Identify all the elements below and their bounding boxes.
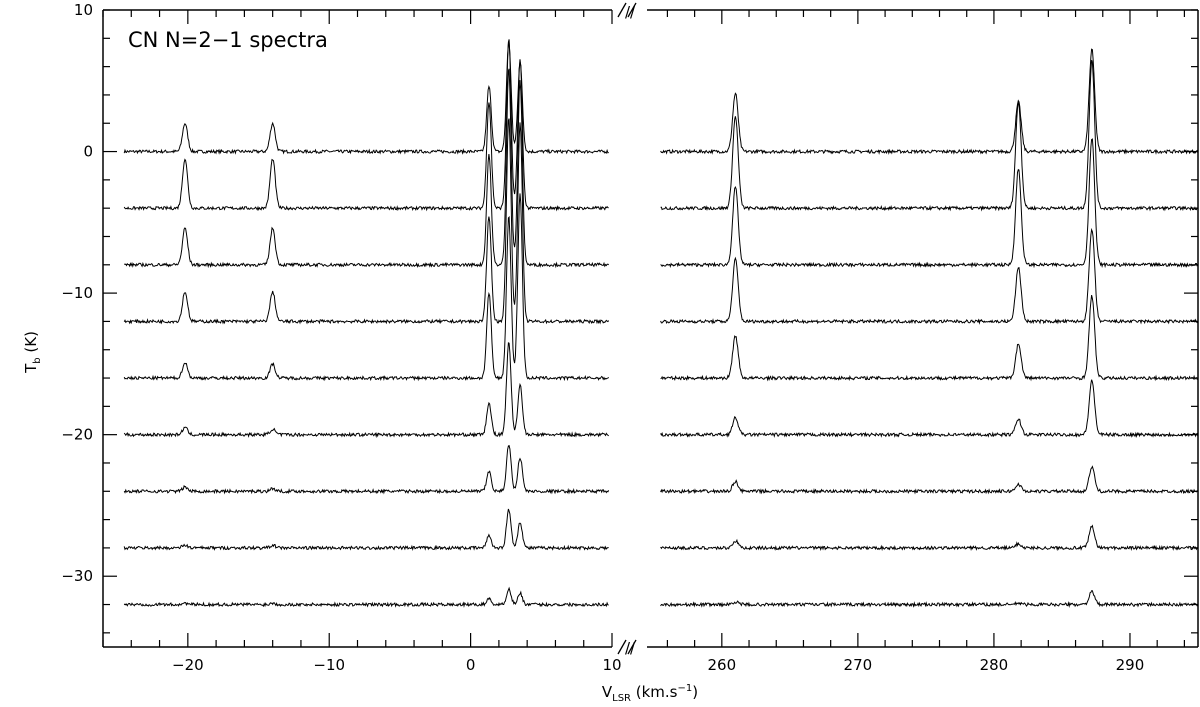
spectrum-trace-1-left xyxy=(123,42,609,155)
axis-break-top: // xyxy=(625,3,636,21)
y-axis-label-sub: b xyxy=(32,357,43,363)
y-tick-label: −20 xyxy=(61,426,93,444)
spectrum-trace-6-left xyxy=(123,342,609,439)
x-tick-label-left: −10 xyxy=(313,656,345,674)
x-axis-label-exp: −1 xyxy=(678,683,693,694)
x-axis-label-unit: (km.s xyxy=(631,683,678,701)
x-tick-label-left: 0 xyxy=(466,656,476,674)
spectrum-trace-5-left xyxy=(123,193,610,382)
tick-labels: 0 −10 −20 −30 10 −20 −10 0 10 260 270 280 290 xyxy=(61,1,1144,674)
y-tick-label: −10 xyxy=(61,284,93,302)
y-tick-label: 0 xyxy=(83,143,93,161)
x-axis-label-close: ) xyxy=(692,683,698,701)
x-tick-label-left: −20 xyxy=(172,656,204,674)
spectrum-trace-4-right xyxy=(660,227,1199,325)
bottom-break-slash-0 xyxy=(617,639,627,655)
y-tick-label: 10 xyxy=(74,1,93,19)
spectrum-trace-3-left xyxy=(123,68,610,269)
x-axis-label-main: V xyxy=(602,683,613,701)
x-tick-label-right: 290 xyxy=(1116,656,1145,674)
spectrum-trace-9-right xyxy=(660,590,1199,608)
spectrum-trace-8-right xyxy=(660,524,1199,552)
x-axis-label-sub: LSR xyxy=(612,693,631,704)
y-axis-label: Tb (K) xyxy=(22,331,43,374)
x-axis-label: VLSR (km.s−1) xyxy=(602,683,698,704)
x-tick-label-right: 260 xyxy=(708,656,737,674)
spectrum-trace-6-right xyxy=(660,379,1199,438)
y-axis-label-unit: (K) xyxy=(22,331,40,357)
y-axis-label-main: T xyxy=(22,363,40,374)
spectrum-trace-7-right xyxy=(660,465,1198,495)
spectrum-trace-4-left xyxy=(123,118,610,325)
x-tick-label-left: 10 xyxy=(602,656,621,674)
top-break-slash-1 xyxy=(627,2,637,18)
spectrum-trace-1-right xyxy=(660,48,1199,155)
spectrum-trace-9-left xyxy=(123,586,609,608)
spectrum-trace-3-right xyxy=(660,138,1199,269)
axis-break-bottom: // xyxy=(625,639,636,657)
bottom-break-slash-1 xyxy=(627,639,637,655)
axis-ticks xyxy=(102,9,1198,647)
spectra-traces xyxy=(123,39,1199,608)
spectrum-trace-2-left xyxy=(123,39,609,212)
chart-title: CN N=2−1 spectra xyxy=(128,28,328,52)
spectrum-trace-2-right xyxy=(660,59,1199,212)
y-tick-label: −30 xyxy=(61,567,93,585)
spectrum-trace-5-right xyxy=(660,294,1198,382)
spectrum-trace-8-left xyxy=(123,508,609,551)
x-tick-label-right: 270 xyxy=(844,656,873,674)
plot-frame xyxy=(102,2,1199,655)
top-break-slash-0 xyxy=(617,2,627,18)
spectrum-trace-7-left xyxy=(123,444,610,495)
x-tick-label-right: 280 xyxy=(980,656,1009,674)
